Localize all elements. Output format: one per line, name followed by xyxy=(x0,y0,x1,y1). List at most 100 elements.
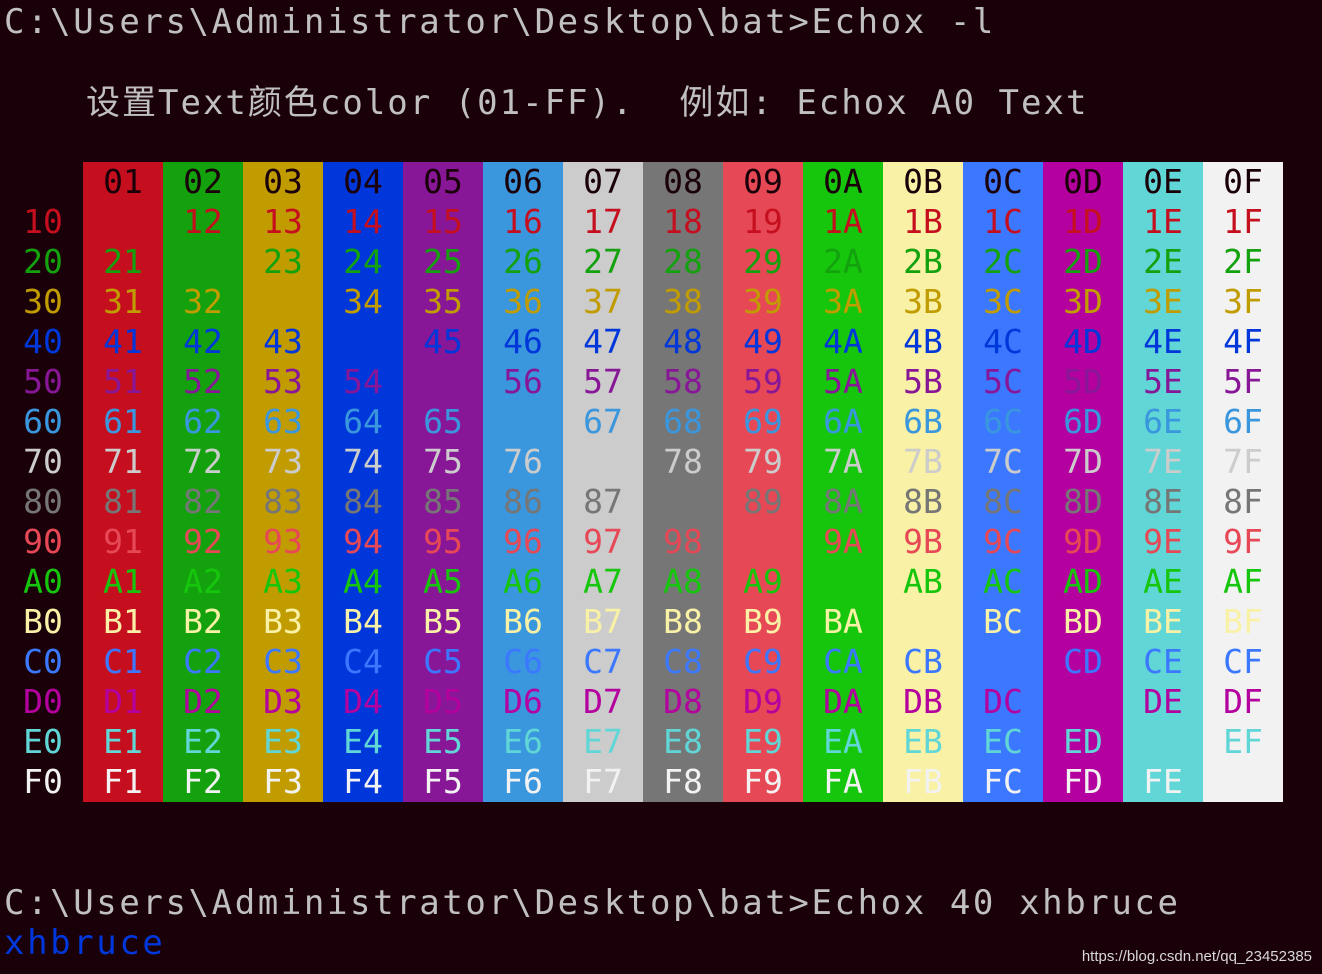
color-cell: 94 xyxy=(323,522,403,562)
color-cell: 14 xyxy=(323,202,403,242)
color-cell xyxy=(163,242,243,282)
color-cell: CA xyxy=(803,642,883,682)
color-cell: 86 xyxy=(483,482,563,522)
color-cell: CB xyxy=(883,642,963,682)
color-cell: 62 xyxy=(163,402,243,442)
color-cell: 02 xyxy=(163,162,243,202)
color-cell: 40 xyxy=(3,322,83,362)
color-cell: A3 xyxy=(243,562,323,602)
color-cell xyxy=(83,202,163,242)
color-cell: FA xyxy=(803,762,883,802)
color-cell: B0 xyxy=(3,602,83,642)
color-cell: 91 xyxy=(83,522,163,562)
color-cell: 20 xyxy=(3,242,83,282)
color-cell: 32 xyxy=(163,282,243,322)
color-cell: 65 xyxy=(403,402,483,442)
color-cell: 0B xyxy=(883,162,963,202)
color-cell: A6 xyxy=(483,562,563,602)
color-cell: B1 xyxy=(83,602,163,642)
color-cell: 9D xyxy=(1043,522,1123,562)
color-cell: 7C xyxy=(963,442,1043,482)
color-cell: 8F xyxy=(1203,482,1283,522)
color-cell: E9 xyxy=(723,722,803,762)
color-cell: 5D xyxy=(1043,362,1123,402)
color-cell xyxy=(243,282,323,322)
color-cell: 9A xyxy=(803,522,883,562)
color-cell: EA xyxy=(803,722,883,762)
color-cell: 50 xyxy=(3,362,83,402)
color-cell: 0C xyxy=(963,162,1043,202)
color-cell: 56 xyxy=(483,362,563,402)
color-cell: D1 xyxy=(83,682,163,722)
color-cell: E1 xyxy=(83,722,163,762)
color-cell: B3 xyxy=(243,602,323,642)
color-cell: 6D xyxy=(1043,402,1123,442)
color-cell: 4E xyxy=(1123,322,1203,362)
color-cell: 79 xyxy=(723,442,803,482)
color-cell: 63 xyxy=(243,402,323,442)
color-cell: 25 xyxy=(403,242,483,282)
color-cell: E2 xyxy=(163,722,243,762)
color-cell: 3F xyxy=(1203,282,1283,322)
color-cell: 6A xyxy=(803,402,883,442)
color-cell: 1A xyxy=(803,202,883,242)
color-cell: 57 xyxy=(563,362,643,402)
color-cell: 76 xyxy=(483,442,563,482)
color-cell: 0F xyxy=(1203,162,1283,202)
color-cell: B4 xyxy=(323,602,403,642)
color-cell: 81 xyxy=(83,482,163,522)
color-cell: 27 xyxy=(563,242,643,282)
color-cell xyxy=(1123,722,1203,762)
color-cell: 0E xyxy=(1123,162,1203,202)
color-cell: 19 xyxy=(723,202,803,242)
color-cell: 36 xyxy=(483,282,563,322)
color-cell: E8 xyxy=(643,722,723,762)
color-cell: 16 xyxy=(483,202,563,242)
color-cell: 7F xyxy=(1203,442,1283,482)
color-cell: CD xyxy=(1043,642,1123,682)
color-cell: 05 xyxy=(403,162,483,202)
color-cell: B9 xyxy=(723,602,803,642)
color-cell: 29 xyxy=(723,242,803,282)
color-cell: 1B xyxy=(883,202,963,242)
color-cell xyxy=(403,362,483,402)
color-cell xyxy=(3,162,83,202)
color-cell: 4C xyxy=(963,322,1043,362)
color-cell: A1 xyxy=(83,562,163,602)
color-cell: CF xyxy=(1203,642,1283,682)
color-cell: 90 xyxy=(3,522,83,562)
color-cell: 18 xyxy=(643,202,723,242)
color-cell: 7A xyxy=(803,442,883,482)
color-cell: 35 xyxy=(403,282,483,322)
color-cell: 04 xyxy=(323,162,403,202)
color-cell: 0D xyxy=(1043,162,1123,202)
color-cell xyxy=(563,442,643,482)
color-cell: ED xyxy=(1043,722,1123,762)
color-cell: 2E xyxy=(1123,242,1203,282)
color-cell: 06 xyxy=(483,162,563,202)
color-cell: A7 xyxy=(563,562,643,602)
color-cell: 30 xyxy=(3,282,83,322)
color-cell: 5F xyxy=(1203,362,1283,402)
color-cell: 2B xyxy=(883,242,963,282)
color-cell xyxy=(323,322,403,362)
color-cell: 58 xyxy=(643,362,723,402)
color-cell: 67 xyxy=(563,402,643,442)
color-cell: D2 xyxy=(163,682,243,722)
color-cell: D7 xyxy=(563,682,643,722)
color-cell: DF xyxy=(1203,682,1283,722)
color-cell: FE xyxy=(1123,762,1203,802)
color-cell: 38 xyxy=(643,282,723,322)
color-cell: B5 xyxy=(403,602,483,642)
color-cell: 4B xyxy=(883,322,963,362)
color-cell: B6 xyxy=(483,602,563,642)
color-cell: 17 xyxy=(563,202,643,242)
color-cell: E3 xyxy=(243,722,323,762)
color-cell: C7 xyxy=(563,642,643,682)
color-cell: 8C xyxy=(963,482,1043,522)
color-cell: F1 xyxy=(83,762,163,802)
color-cell: B7 xyxy=(563,602,643,642)
color-cell: C6 xyxy=(483,642,563,682)
command-prompt-line: C:\Users\Administrator\Desktop\bat>Echox… xyxy=(4,2,996,42)
color-cell: A0 xyxy=(3,562,83,602)
